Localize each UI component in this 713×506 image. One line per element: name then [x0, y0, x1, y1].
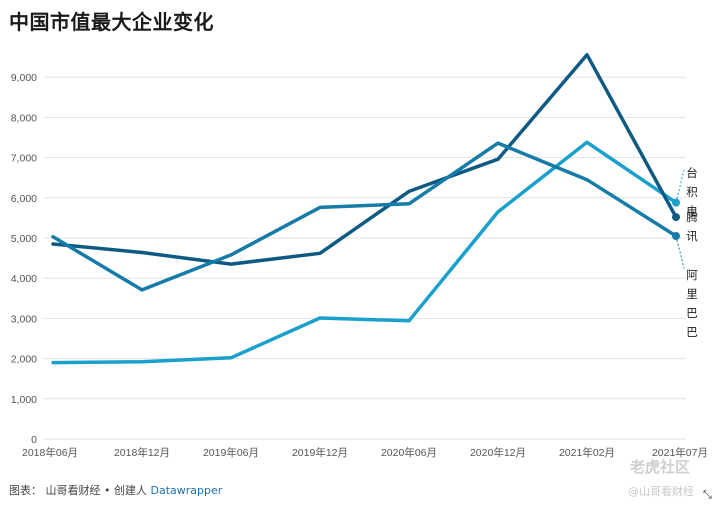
x-tick-label: 2019年06月: [203, 446, 259, 459]
series-line: [51, 52, 678, 266]
y-tick-label: 6,000: [11, 193, 37, 205]
series-line: [51, 141, 678, 292]
y-tick-label: 1,000: [11, 394, 37, 406]
y-tick-label: 8,000: [11, 112, 37, 124]
datawrapper-link[interactable]: Datawrapper: [150, 484, 223, 497]
y-tick-label: 3,000: [11, 313, 37, 325]
x-tick-label: 2020年12月: [470, 446, 526, 459]
x-tick-label: 2019年12月: [292, 446, 348, 459]
chart-title: 中国市值最大企业变化: [9, 10, 214, 34]
series-label-char: 腾: [686, 210, 698, 224]
y-tick-label: 7,000: [11, 153, 37, 165]
footer-prefix: 图表：: [9, 484, 42, 497]
label-leader: [675, 235, 685, 269]
x-tick-label: 2021年07月: [652, 446, 708, 459]
footer-author: 山哥看财经 • 创建人: [45, 484, 147, 497]
label-leader: [675, 169, 685, 203]
series-line: [51, 140, 678, 365]
series-label-char: 台: [686, 166, 698, 180]
x-tick-label: 2018年06月: [22, 446, 78, 459]
chart-footer: 图表： 山哥看财经 • 创建人 Datawrapper: [9, 482, 222, 498]
series-layer: [51, 52, 680, 365]
x-tick-label: 2018年12月: [114, 446, 170, 459]
y-axis: 0 1,000 2,000 3,000 4,000 5,000 6,000 7,000 8,00…: [11, 72, 37, 446]
series-label-char: 阿: [686, 268, 698, 282]
watermark-community: 老虎社区: [630, 458, 691, 476]
series-end-point: [672, 213, 680, 222]
series-label-char: 讯: [686, 229, 698, 243]
series-label-char: 巴: [686, 306, 698, 320]
grid-layer: [43, 76, 686, 440]
series-label-char: 巴: [686, 325, 698, 339]
y-tick-label: 9,000: [11, 72, 37, 84]
x-axis: 2018年06月 2018年12月 2019年06月 2019年12月 2020年06月…: [22, 446, 708, 459]
y-tick-label: 4,000: [11, 273, 37, 285]
resize-handle-icon[interactable]: ⤡: [703, 488, 712, 501]
y-tick-label: 5,000: [11, 233, 37, 245]
series-label-char: 积: [686, 185, 698, 199]
x-tick-label: 2020年06月: [381, 446, 437, 459]
series-label-char: 电: [686, 204, 698, 218]
y-tick-label: 0: [31, 434, 37, 446]
series-label-char: 里: [686, 287, 698, 301]
watermark-handle: @山哥看财经: [628, 485, 694, 498]
x-tick-label: 2021年02月: [559, 446, 615, 459]
y-tick-label: 2,000: [11, 354, 37, 366]
